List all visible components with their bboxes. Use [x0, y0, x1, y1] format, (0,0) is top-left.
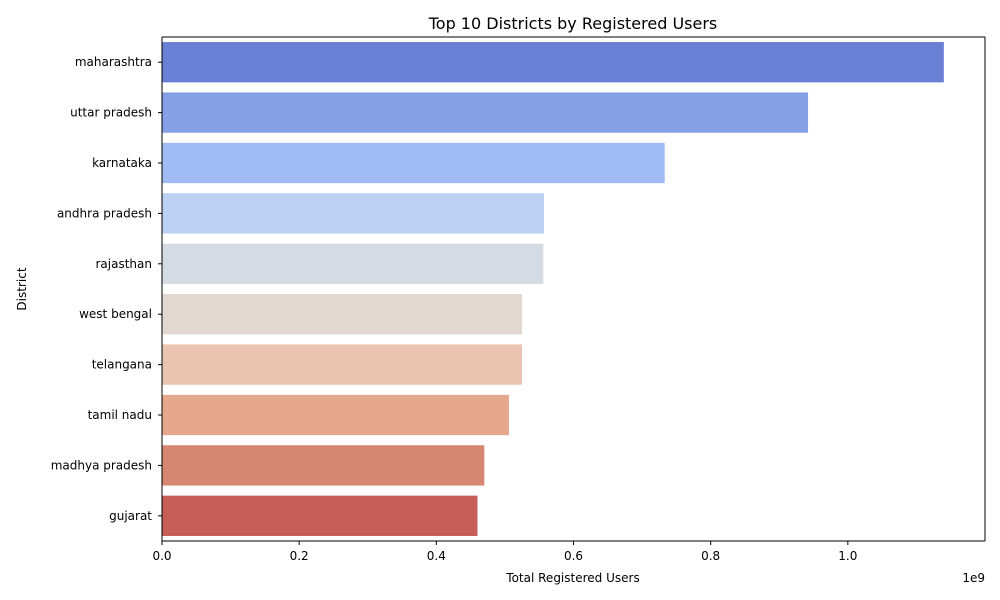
y-tick-label: rajasthan — [96, 257, 153, 271]
bar-andhra-pradesh — [162, 193, 545, 234]
x-tick-label: 0.2 — [290, 549, 309, 563]
bar-telangana — [162, 344, 523, 385]
x-tick-label: 0.6 — [564, 549, 583, 563]
bar-gujarat — [162, 495, 478, 536]
y-tick-label: tamil nadu — [88, 408, 152, 422]
bars — [162, 42, 944, 536]
x-axis-offset-text: 1e9 — [962, 571, 985, 585]
bar-karnataka — [162, 142, 665, 184]
bar-madhya-pradesh — [162, 445, 485, 486]
y-tick-label: telangana — [92, 358, 152, 372]
y-axis-ticks: maharashtra uttar pradesh karnataka andhra … — [51, 55, 162, 523]
bar-uttar-pradesh — [162, 92, 809, 133]
bar-west-bengal — [162, 294, 523, 335]
y-tick-label: karnataka — [92, 156, 152, 170]
x-axis-label: Total Registered Users — [505, 571, 639, 585]
x-tick-label: 0.8 — [701, 549, 720, 563]
x-tick-label: 1.0 — [838, 549, 857, 563]
bar-tamil-nadu — [162, 394, 510, 436]
y-tick-label: maharashtra — [75, 55, 152, 69]
x-tick-label: 0.4 — [427, 549, 446, 563]
y-axis-label: District — [15, 267, 29, 310]
y-tick-label: gujarat — [109, 509, 152, 523]
chart-title: Top 10 Districts by Registered Users — [428, 14, 718, 33]
x-tick-label: 0.0 — [152, 549, 171, 563]
bar-rajasthan — [162, 243, 544, 284]
y-tick-label: madhya pradesh — [51, 458, 152, 472]
y-tick-label: andhra pradesh — [57, 206, 152, 220]
x-axis-ticks: 0.0 0.2 0.4 0.6 0.8 1.0 — [152, 541, 857, 563]
y-tick-label: uttar pradesh — [70, 106, 152, 120]
y-tick-label: west bengal — [79, 307, 152, 321]
bar-maharashtra — [162, 42, 944, 83]
